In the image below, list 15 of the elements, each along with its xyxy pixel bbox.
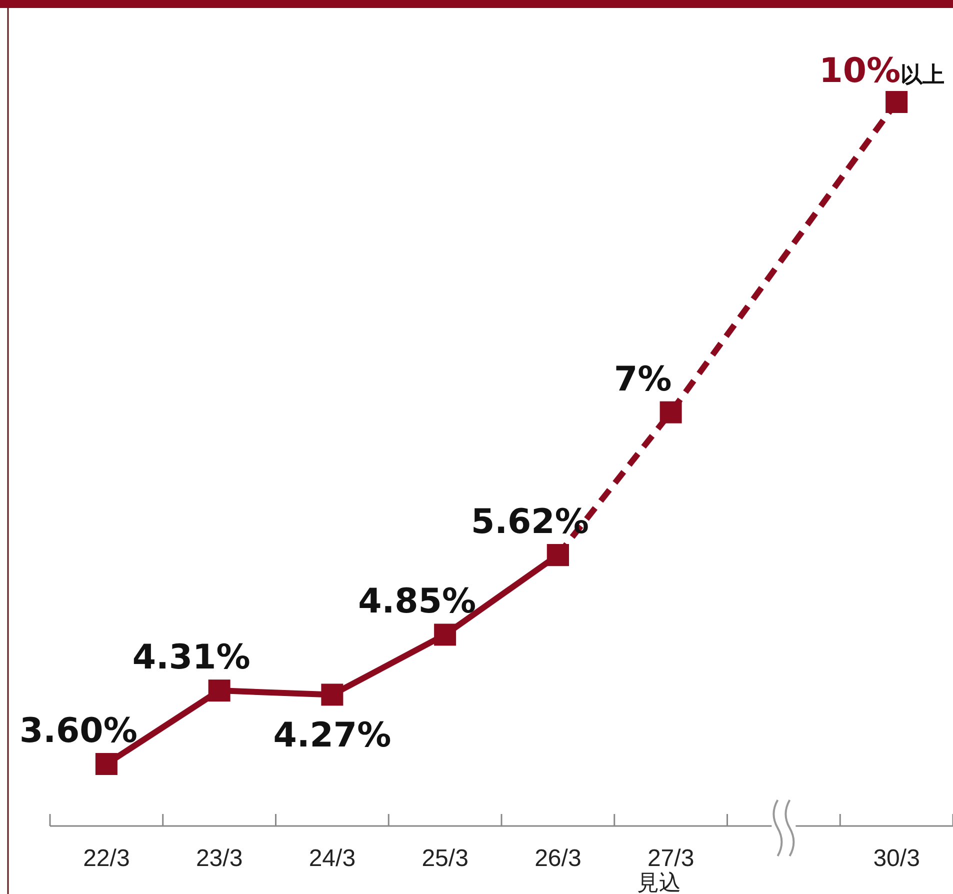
data-label: 4.85% (358, 582, 476, 622)
x-tick-label: 30/3 (873, 845, 920, 872)
x-tick-label: 26/3 (534, 845, 582, 872)
data-label: 10%以上 (819, 51, 945, 91)
data-label: 5.62% (470, 502, 589, 542)
data-label: 7% (614, 359, 672, 400)
text: 見込 (636, 871, 681, 894)
data-label: 3.60% (19, 711, 138, 751)
data-label: 4.27% (273, 716, 392, 756)
x-tick-label: 25/3 (422, 845, 468, 872)
x-tick-label: 22/3 (83, 845, 130, 872)
x-tick-label: 23/3 (196, 845, 243, 872)
x-tick-label: 24/3 (308, 845, 356, 872)
data-label: 4.31% (132, 638, 250, 678)
x-tick-label: 27/3 (647, 845, 694, 872)
